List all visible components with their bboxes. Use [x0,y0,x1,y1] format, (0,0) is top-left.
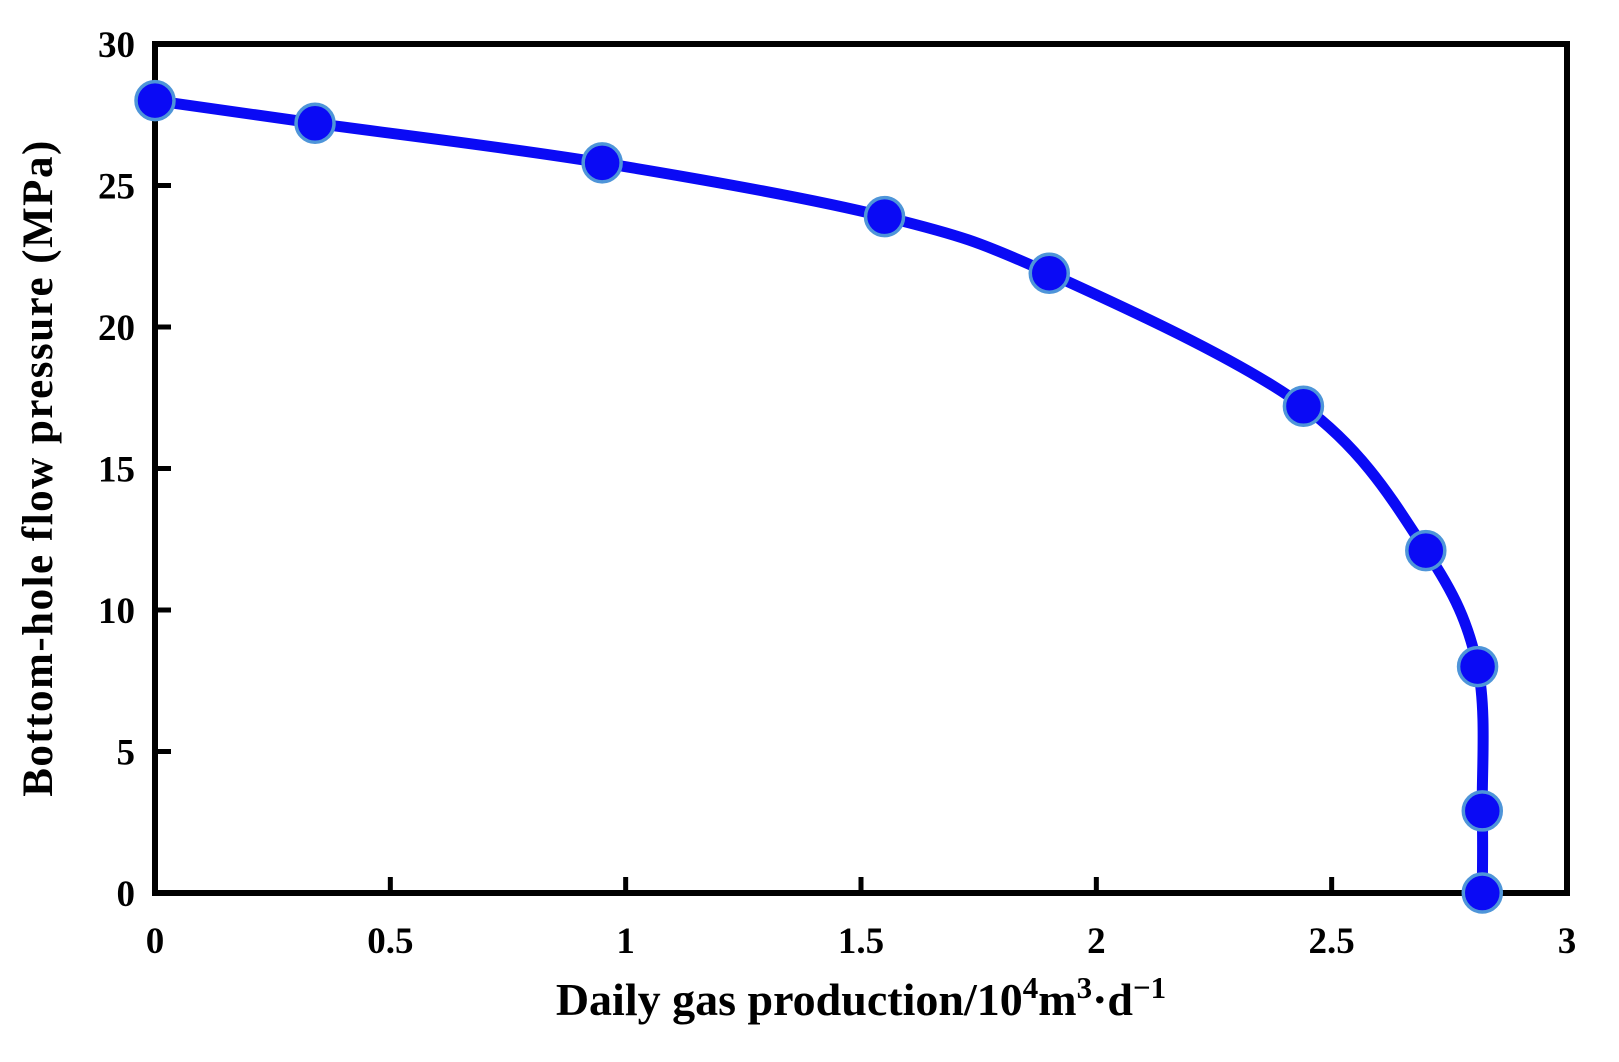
y-tick-label: 5 [117,733,136,774]
x-tick-label: 0.5 [367,921,413,962]
x-axis-title-segment: m [1038,974,1076,1025]
data-point-marker [294,102,336,144]
y-tick-label: 25 [98,167,135,208]
data-point-marker [1028,252,1071,294]
data-point-marker [1405,529,1447,572]
x-axis-title-superscript: 3 [1077,970,1093,1005]
x-axis-title-superscript: −1 [1133,970,1166,1005]
data-point-marker [1456,645,1499,688]
x-tick-label: 1 [616,921,635,962]
x-axis-title: Daily gas production/104m3·d−1 [556,970,1166,1025]
y-tick-label: 0 [117,874,136,915]
data-point-marker [581,142,623,184]
y-tick-label: 15 [98,450,135,491]
y-tick-label: 10 [98,591,135,632]
y-axis-title: Bottom-hole flow pressure (MPa) [15,139,62,797]
x-axis-title-segment: ·d [1092,974,1133,1025]
y-tick-label: 30 [98,25,135,66]
data-point-marker [1282,385,1325,427]
x-axis-title-segment: Daily gas production/10 [556,974,1023,1025]
x-axis-title-superscript: 4 [1023,970,1039,1005]
y-tick-label: 20 [98,308,135,349]
series-line [149,95,1489,899]
plot-frame [152,41,1570,896]
data-point-marker [1461,790,1504,832]
x-tick-label: 2.5 [1309,921,1355,962]
data-point-marker [863,195,906,238]
data-point-marker [1461,872,1504,914]
data-point-marker [134,79,176,122]
x-tick-label: 3 [1558,921,1577,962]
x-tick-label: 2 [1087,921,1106,962]
x-tick-label: 0 [146,921,165,962]
x-tick-label: 1.5 [838,921,884,962]
